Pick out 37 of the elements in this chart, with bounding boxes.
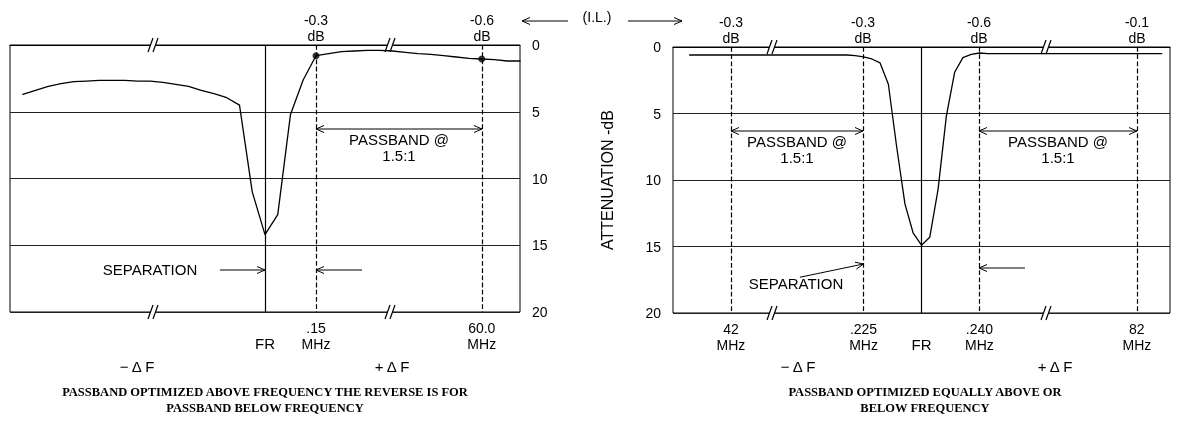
x-tick-label: FR (911, 335, 932, 353)
text: + Δ F (1036, 358, 1074, 375)
y-tick-label: 5 (532, 103, 540, 120)
text: PASSBAND OPTIMIZED EQUALLY ABOVE OR BELOW FREQUENCY (787, 384, 1063, 416)
x-tick-label: FR (255, 334, 276, 352)
y-tick-label: 20 (532, 304, 548, 320)
text: -0.6 dB (468, 12, 496, 44)
annotation: SEPARATION (747, 275, 845, 292)
y-tick-label: 10 (532, 170, 548, 187)
text: -0.6 dB (965, 14, 993, 46)
text: -0.3 dB (717, 14, 745, 46)
text: -0.1 dB (1123, 14, 1151, 46)
annotation: SEPARATION (101, 261, 199, 278)
annotation: PASSBAND @ 1.5:1 (747, 133, 847, 166)
x-tick-label: 60.0 MHz (467, 320, 497, 352)
text: -0.3 dB (849, 14, 877, 46)
x-tick-label: .240 MHz (965, 321, 994, 353)
text: − Δ F (118, 358, 156, 375)
y-tick-label: 15 (532, 237, 548, 254)
x-tick-label: 82 MHz (1122, 321, 1152, 353)
y-tick-label: 0 (653, 39, 662, 55)
x-tick-label: 42 MHz (716, 321, 746, 353)
y-tick-label: 5 (653, 105, 662, 122)
annotation: PASSBAND @ 1.5:1 (349, 131, 449, 164)
text: (I.L.) (581, 9, 613, 25)
x-tick-label: .15 MHz (301, 320, 331, 352)
x-tick-label: .225 MHz (849, 321, 878, 353)
text: -0.3 dB (302, 12, 330, 44)
y-tick-label: 10 (645, 172, 662, 188)
y-tick-label: 15 (645, 238, 662, 255)
text: − Δ F (779, 358, 817, 375)
y-axis-title: ATTENUATION -dB (598, 110, 616, 250)
annotation: PASSBAND @ 1.5:1 (1008, 133, 1108, 166)
y-tick-label: 20 (645, 305, 662, 321)
text: PASSBAND OPTIMIZED ABOVE FREQUENCY THE REVERSE IS FOR PASSBAND BELOW FREQUENCY (61, 384, 469, 416)
y-tick-label: 0 (532, 37, 540, 53)
text: + Δ F (373, 358, 411, 375)
